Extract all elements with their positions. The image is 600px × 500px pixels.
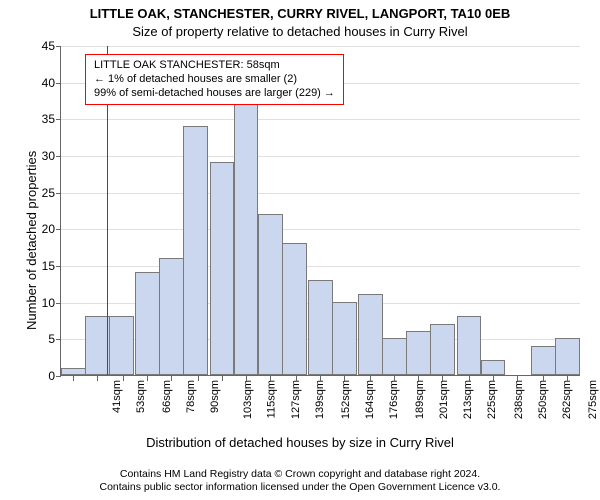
- histogram-bar: [258, 214, 283, 375]
- histogram-bar: [358, 294, 383, 375]
- histogram-bar: [135, 272, 160, 375]
- chart-title: LITTLE OAK, STANCHESTER, CURRY RIVEL, LA…: [0, 6, 600, 21]
- xtick-mark: [270, 376, 271, 381]
- xtick-mark: [543, 376, 544, 381]
- attribution-line2: Contains public sector information licen…: [0, 481, 600, 494]
- ytick-label: 35: [42, 112, 61, 126]
- xtick-mark: [97, 376, 98, 381]
- xtick-label: 139sqm: [314, 380, 326, 419]
- xtick-label: 250sqm: [537, 380, 549, 419]
- xtick-label: 152sqm: [340, 380, 352, 419]
- annotation-line: ← 1% of detached houses are smaller (2): [94, 73, 335, 87]
- gridline: [61, 46, 580, 47]
- ytick-label: 30: [42, 149, 61, 163]
- x-axis-label: Distribution of detached houses by size …: [0, 435, 600, 450]
- xtick-label: 115sqm: [265, 380, 277, 418]
- histogram-bar: [308, 280, 333, 375]
- histogram-bar: [332, 302, 357, 375]
- histogram-bar: [282, 243, 307, 375]
- histogram-bar: [457, 316, 482, 375]
- xtick-mark: [370, 376, 371, 381]
- xtick-label: 262sqm: [561, 380, 573, 419]
- xtick-label: 103sqm: [242, 380, 254, 419]
- xtick-mark: [493, 376, 494, 381]
- annotation-line: LITTLE OAK STANCHESTER: 58sqm: [94, 59, 335, 73]
- chart-container: { "title": { "text": "LITTLE OAK, STANCH…: [0, 0, 600, 500]
- histogram-bar: [85, 316, 110, 375]
- ytick-label: 45: [42, 39, 61, 53]
- xtick-label: 78sqm: [185, 380, 197, 413]
- histogram-bar: [430, 324, 455, 375]
- xtick-label: 164sqm: [364, 380, 376, 419]
- histogram-bar: [109, 316, 134, 375]
- xtick-label: 176sqm: [388, 380, 400, 419]
- histogram-bar: [531, 346, 556, 375]
- xtick-mark: [198, 376, 199, 381]
- ytick-label: 20: [42, 222, 61, 236]
- ytick-label: 0: [48, 369, 61, 383]
- ytick-label: 15: [42, 259, 61, 273]
- xtick-mark: [246, 376, 247, 381]
- gridline: [61, 266, 580, 267]
- xtick-label: 238sqm: [513, 380, 525, 419]
- xtick-label: 41sqm: [111, 380, 123, 413]
- xtick-mark: [222, 376, 223, 381]
- histogram-bar: [159, 258, 184, 375]
- y-axis-label: Number of detached properties: [24, 151, 39, 330]
- histogram-bar: [555, 338, 580, 375]
- xtick-mark: [517, 376, 518, 381]
- xtick-label: 127sqm: [290, 380, 302, 419]
- gridline: [61, 119, 580, 120]
- xtick-mark: [442, 376, 443, 381]
- histogram-bar: [183, 126, 208, 375]
- gridline: [61, 156, 580, 157]
- xtick-mark: [171, 376, 172, 381]
- histogram-bar: [481, 360, 506, 375]
- attribution: Contains HM Land Registry data © Crown c…: [0, 468, 600, 493]
- ytick-label: 10: [42, 296, 61, 310]
- attribution-line1: Contains HM Land Registry data © Crown c…: [0, 468, 600, 481]
- xtick-mark: [394, 376, 395, 381]
- histogram-bar: [382, 338, 407, 375]
- xtick-mark: [147, 376, 148, 381]
- xtick-label: 90sqm: [209, 380, 221, 413]
- annotation-box: LITTLE OAK STANCHESTER: 58sqm← 1% of det…: [85, 54, 344, 105]
- xtick-label: 275sqm: [587, 380, 599, 419]
- annotation-line: 99% of semi-detached houses are larger (…: [94, 87, 335, 101]
- xtick-label: 66sqm: [161, 380, 173, 413]
- xtick-mark: [567, 376, 568, 381]
- xtick-mark: [469, 376, 470, 381]
- histogram-bar: [406, 331, 431, 375]
- histogram-bar: [61, 368, 86, 375]
- chart-subtitle: Size of property relative to detached ho…: [0, 24, 600, 39]
- xtick-mark: [344, 376, 345, 381]
- xtick-label: 201sqm: [438, 380, 450, 419]
- histogram-bar: [210, 162, 235, 375]
- xtick-label: 189sqm: [414, 380, 426, 419]
- xtick-mark: [73, 376, 74, 381]
- ytick-label: 5: [48, 332, 61, 346]
- xtick-label: 213sqm: [463, 380, 475, 419]
- gridline: [61, 193, 580, 194]
- gridline: [61, 229, 580, 230]
- xtick-mark: [320, 376, 321, 381]
- ytick-label: 40: [42, 76, 61, 90]
- xtick-label: 53sqm: [135, 380, 147, 413]
- histogram-bar: [234, 96, 259, 375]
- ytick-label: 25: [42, 186, 61, 200]
- xtick-mark: [296, 376, 297, 381]
- xtick-label: 225sqm: [487, 380, 499, 419]
- xtick-mark: [418, 376, 419, 381]
- xtick-mark: [123, 376, 124, 381]
